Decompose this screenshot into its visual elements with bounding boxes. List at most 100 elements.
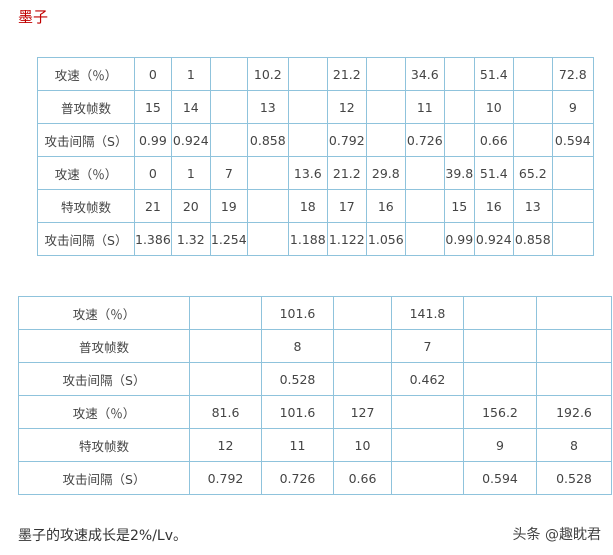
table-cell: 0.924 xyxy=(473,222,514,256)
table-cell: 0.594 xyxy=(463,461,537,495)
table-cell: 18 xyxy=(287,189,328,223)
table-cell xyxy=(551,222,594,256)
table-cell xyxy=(443,90,475,124)
table-cell xyxy=(404,222,445,256)
table-cell: 7 xyxy=(391,329,464,363)
table-cell: 16 xyxy=(365,189,406,223)
table-cell: 1.188 xyxy=(287,222,328,256)
table-cell xyxy=(246,222,289,256)
table-cell xyxy=(189,362,262,396)
table-cell: 12 xyxy=(189,428,262,462)
table-cell: 21.2 xyxy=(326,57,367,91)
table-cell: 1.254 xyxy=(209,222,248,256)
table-cell: 11 xyxy=(261,428,334,462)
row-label: 特攻帧数 xyxy=(37,189,135,223)
table-cell: 7 xyxy=(209,156,248,190)
watermark: 头条 @趣眈君 xyxy=(512,527,601,543)
table-cell xyxy=(333,362,392,396)
row-label: 攻速（％） xyxy=(37,57,135,91)
table-cell: 0.726 xyxy=(404,123,445,157)
table-cell: 0.99 xyxy=(134,123,172,157)
table-cell xyxy=(536,329,612,363)
table-cell xyxy=(391,428,464,462)
table-cell xyxy=(365,123,406,157)
table-cell: 81.6 xyxy=(189,395,262,429)
table-cell xyxy=(512,90,553,124)
table-row: 特攻帧数 21 20 19 18 17 16 15 16 13 xyxy=(37,189,594,223)
table-cell xyxy=(391,395,464,429)
row-label: 攻速（％） xyxy=(18,296,190,330)
table-cell xyxy=(189,296,262,330)
table-row: 攻击间隔（S） 0.528 0.462 xyxy=(18,362,612,396)
table-cell: 101.6 xyxy=(261,296,334,330)
table-cell xyxy=(404,189,445,223)
table-row: 攻击间隔（S） 0.99 0.924 0.858 0.792 0.726 0.66 0.594 xyxy=(37,123,594,157)
table-cell xyxy=(287,90,328,124)
table-cell: 10.2 xyxy=(246,57,289,91)
table-cell xyxy=(463,329,537,363)
table-cell: 0.594 xyxy=(551,123,594,157)
table-cell: 21 xyxy=(134,189,172,223)
table-cell: 1.056 xyxy=(365,222,406,256)
table-cell xyxy=(333,329,392,363)
table-cell xyxy=(333,296,392,330)
table-cell: 15 xyxy=(443,189,475,223)
attack-speed-table-2: 攻速（％） 101.6 141.8 普攻帧数 8 7 攻击间隔（S） 0.528 0.462 攻速… xyxy=(18,296,612,495)
table-cell: 17 xyxy=(326,189,367,223)
table-cell: 20 xyxy=(170,189,211,223)
table-cell: 13 xyxy=(246,90,289,124)
table-row: 攻速（％） 0 1 10.2 21.2 34.6 51.4 72.8 xyxy=(37,57,594,91)
table-cell: 0.462 xyxy=(391,362,464,396)
table-cell: 13 xyxy=(512,189,553,223)
table-cell xyxy=(536,296,612,330)
table-cell: 1.122 xyxy=(326,222,367,256)
table-cell: 34.6 xyxy=(404,57,445,91)
table-cell: 0.858 xyxy=(512,222,553,256)
page-title: 墨子 xyxy=(18,8,49,26)
row-label: 攻击间隔（S） xyxy=(37,123,135,157)
table-cell xyxy=(512,57,553,91)
table-cell xyxy=(287,57,328,91)
table-cell xyxy=(391,461,464,495)
table-cell: 0.792 xyxy=(326,123,367,157)
table-cell: 51.4 xyxy=(473,156,514,190)
table-cell: 0.924 xyxy=(170,123,211,157)
table-cell: 10 xyxy=(473,90,514,124)
table-cell: 65.2 xyxy=(512,156,553,190)
table-cell: 21.2 xyxy=(326,156,367,190)
table-cell: 16 xyxy=(473,189,514,223)
table-row: 攻速（％） 101.6 141.8 xyxy=(18,296,612,330)
table-row: 普攻帧数 15 14 13 12 11 10 9 xyxy=(37,90,594,124)
table-cell xyxy=(246,189,289,223)
table-row: 攻速（％） 81.6 101.6 127 156.2 192.6 xyxy=(18,395,612,429)
table-cell: 127 xyxy=(333,395,392,429)
table-cell: 101.6 xyxy=(261,395,334,429)
table-cell xyxy=(443,57,475,91)
table-cell: 13.6 xyxy=(287,156,328,190)
table-row: 特攻帧数 12 11 10 9 8 xyxy=(18,428,612,462)
table-row: 攻速（％） 0 1 7 13.6 21.2 29.8 39.8 51.4 65.2 xyxy=(37,156,594,190)
attack-speed-table-1: 攻速（％） 0 1 10.2 21.2 34.6 51.4 72.8 普攻帧数 15 14 13 12 1… xyxy=(37,57,594,256)
row-label: 普攻帧数 xyxy=(37,90,135,124)
table-cell: 0.66 xyxy=(333,461,392,495)
table-cell: 1.386 xyxy=(134,222,172,256)
table-cell: 0.528 xyxy=(536,461,612,495)
table-cell: 1 xyxy=(170,156,211,190)
table-cell: 156.2 xyxy=(463,395,537,429)
table-cell: 72.8 xyxy=(551,57,594,91)
table-cell: 0.792 xyxy=(189,461,262,495)
table-cell: 141.8 xyxy=(391,296,464,330)
table-cell: 15 xyxy=(134,90,172,124)
table-cell: 9 xyxy=(551,90,594,124)
table-cell: 0 xyxy=(134,156,172,190)
table-cell xyxy=(551,189,594,223)
table-cell: 29.8 xyxy=(365,156,406,190)
table-cell xyxy=(512,123,553,157)
table-cell: 9 xyxy=(463,428,537,462)
table-cell xyxy=(463,296,537,330)
table-cell xyxy=(287,123,328,157)
table-cell: 14 xyxy=(170,90,211,124)
table-cell: 0 xyxy=(134,57,172,91)
table-cell: 0.726 xyxy=(261,461,334,495)
table-cell: 12 xyxy=(326,90,367,124)
